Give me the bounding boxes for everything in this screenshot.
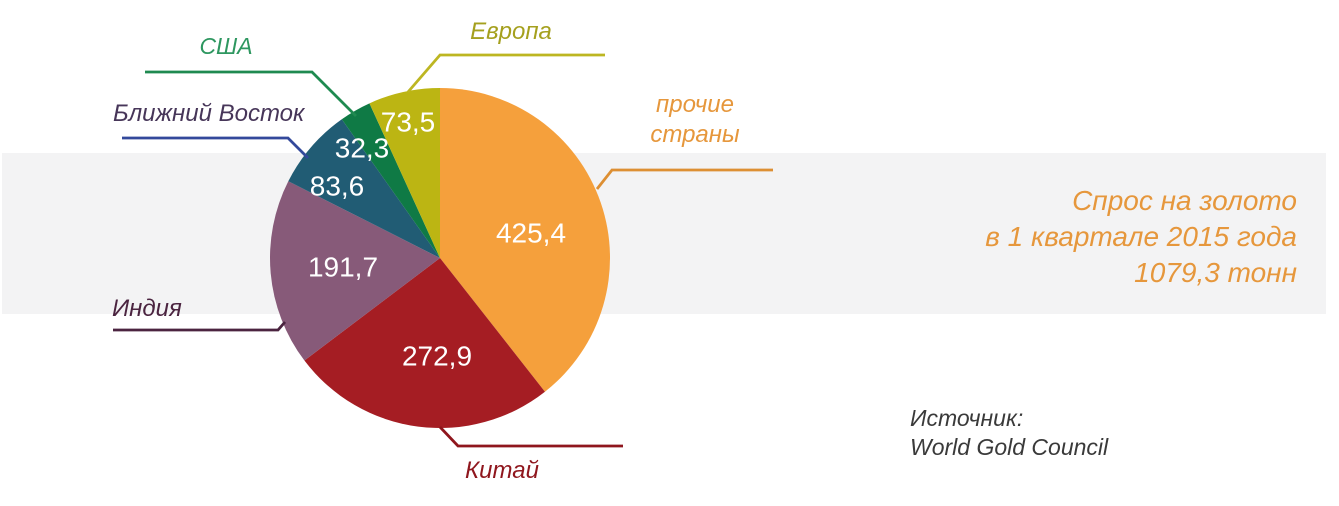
- highlight-band: [2, 153, 1326, 314]
- value-label-china: 272,9: [402, 341, 472, 372]
- chart-title-line1: Спрос на золото: [1072, 185, 1297, 216]
- pie-slice-usa: [341, 103, 440, 258]
- leader-line-middle-east: [122, 136, 309, 159]
- pie-slice-india: [270, 181, 440, 361]
- leader-line-europe: [406, 53, 605, 93]
- leader-line-india: [113, 321, 287, 332]
- slice-label-china: Китай: [465, 457, 539, 484]
- source-label: Источник:: [910, 405, 1024, 431]
- pie-slice-others: [440, 88, 611, 392]
- chart-title-line2: в 1 квартале 2015 года: [985, 221, 1297, 252]
- value-label-usa: 32,3: [335, 133, 390, 164]
- pie-slice-china: [304, 258, 545, 428]
- leader-line-usa: [145, 70, 357, 117]
- leader-line-china: [438, 426, 623, 448]
- slice-label-europe: Европа: [470, 18, 552, 45]
- source-note: Источник: World Gold Council: [910, 404, 1108, 462]
- pie-slice-europe: [369, 88, 440, 258]
- slice-label-india: Индия: [112, 295, 182, 322]
- value-label-middle-east: 83,6: [310, 171, 365, 202]
- source-name: World Gold Council: [910, 434, 1109, 460]
- slice-label-others: прочие страны: [650, 91, 740, 148]
- chart-title: Спрос на золото в 1 квартале 2015 года 1…: [985, 183, 1297, 291]
- leader-line-others: [595, 168, 773, 190]
- value-label-europe: 73,5: [381, 107, 436, 138]
- chart-title-total: 1079,3 тонн: [1134, 257, 1297, 288]
- value-label-india: 191,7: [308, 252, 378, 283]
- slice-label-usa: США: [199, 33, 253, 59]
- value-label-others: 425,4: [496, 218, 566, 249]
- slice-label-middle-east: Ближний Восток: [113, 100, 305, 127]
- pie-slice-middle-east: [288, 119, 440, 258]
